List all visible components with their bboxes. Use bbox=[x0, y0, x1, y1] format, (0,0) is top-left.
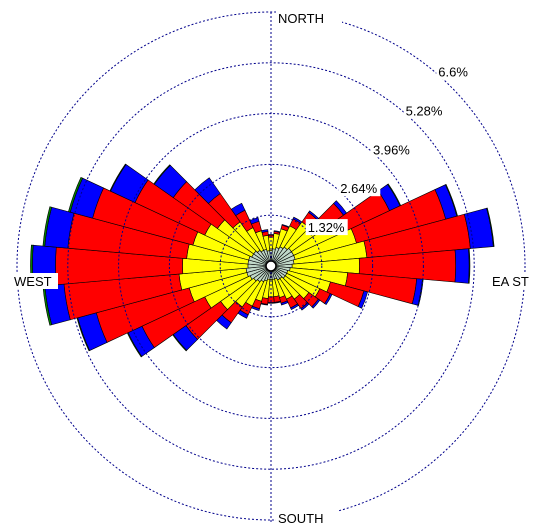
west-label: WEST bbox=[14, 274, 52, 289]
ring-label-3: 3.96% bbox=[373, 142, 410, 157]
ring-label-2: 2.64% bbox=[340, 181, 377, 196]
sector-80-bin-5 bbox=[486, 207, 495, 247]
sector-150-bin-4 bbox=[290, 303, 300, 310]
sector-130-bin-4 bbox=[311, 298, 321, 309]
ring-5 bbox=[16, 11, 526, 521]
sector-140-bin-4 bbox=[300, 302, 310, 311]
sector-160-bin-4 bbox=[280, 300, 289, 306]
ring-label-bg-3 bbox=[371, 141, 413, 158]
sector-100-bin-5 bbox=[417, 278, 424, 306]
ring-label-bg-2 bbox=[338, 180, 381, 197]
south-label: SOUTH bbox=[278, 511, 324, 526]
sector-110-bin-4 bbox=[357, 290, 369, 309]
east-label: EA ST bbox=[492, 274, 529, 289]
sector-90-bin-5 bbox=[468, 248, 471, 284]
north-label-bg bbox=[276, 10, 342, 26]
ring-label-5: 6.6% bbox=[438, 64, 468, 79]
ring-label-bg-4 bbox=[403, 102, 446, 119]
sector-120-bin-4 bbox=[324, 293, 333, 306]
sector-90-bin-4 bbox=[454, 248, 470, 284]
sector-350-bin-4 bbox=[261, 229, 269, 233]
ring-labels: 1.32% 2.64% 3.96% 5.28% 6.6% bbox=[305, 63, 472, 236]
ring-label-4: 5.28% bbox=[406, 103, 443, 118]
south-label-bg bbox=[276, 510, 338, 526]
west-label-bg bbox=[12, 273, 58, 289]
ring-3 bbox=[118, 113, 424, 419]
calm-center-circle bbox=[265, 260, 277, 272]
sector-0-bin-4 bbox=[267, 234, 275, 236]
sector-280-bin-5 bbox=[42, 206, 53, 247]
ring-4 bbox=[67, 62, 475, 470]
sector-300-bin-5 bbox=[109, 163, 127, 192]
ring-1 bbox=[219, 214, 323, 318]
sector-290-bin-5 bbox=[68, 176, 84, 213]
sector-320-bin-4 bbox=[194, 177, 221, 204]
ring-label-1: 1.32% bbox=[308, 220, 345, 235]
sector-180-bin-4 bbox=[267, 302, 275, 304]
sector-310-bin-5 bbox=[153, 164, 171, 185]
north-label: NORTH bbox=[278, 11, 324, 26]
ring-layer bbox=[16, 11, 526, 521]
sector-330-bin-4 bbox=[230, 202, 246, 216]
ring-2 bbox=[168, 163, 374, 369]
ring-label-bg-5 bbox=[436, 63, 472, 80]
sector-340-bin-4 bbox=[249, 217, 260, 225]
wind-rose-sectors bbox=[30, 163, 495, 358]
east-label-bg bbox=[490, 273, 534, 289]
ring-label-bg-1 bbox=[305, 219, 348, 236]
